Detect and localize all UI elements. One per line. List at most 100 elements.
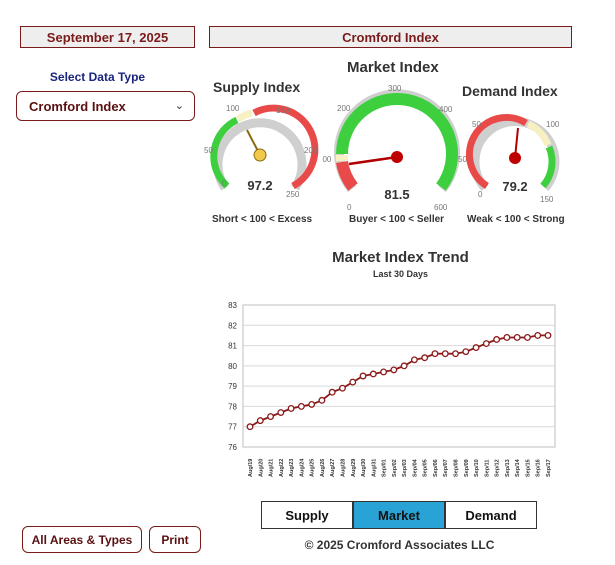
market-tick-500: 500	[458, 155, 472, 164]
supply-tick-100: 100	[226, 104, 240, 113]
select-data-type-label: Select Data Type	[49, 70, 146, 84]
data-point	[380, 368, 388, 376]
tab-demand[interactable]: Demand	[445, 501, 537, 529]
data-point	[503, 334, 511, 341]
x-tick-label: Sep/15	[525, 459, 531, 477]
x-tick-label: Sep/07	[443, 459, 449, 477]
x-tick-label: Aug/22	[279, 459, 285, 477]
x-tick-label: Sep/16	[536, 459, 542, 477]
x-tick-label: Sep/13	[505, 459, 511, 477]
data-type-value: Cromford Index	[29, 98, 126, 114]
demand-tick-0: 0	[478, 190, 483, 199]
y-tick-label: 79	[228, 382, 237, 391]
data-point	[431, 350, 439, 358]
data-point	[277, 409, 285, 416]
y-tick-label: 81	[228, 342, 237, 351]
x-tick-label: Sep/03	[402, 459, 408, 477]
x-tick-label: Aug/19	[248, 459, 254, 477]
market-gauge-green	[336, 93, 458, 191]
market-tick-200: 200	[337, 104, 351, 113]
market-gauge-red	[336, 160, 358, 191]
supply-tick-200: 200	[304, 146, 318, 155]
copyright-text: © 2025 Cromford Associates LLC	[304, 538, 495, 552]
market-tick-600: 600	[434, 203, 448, 212]
supply-gauge-cream	[236, 109, 253, 122]
x-tick-label: Aug/28	[340, 459, 346, 477]
plot-area	[242, 304, 556, 448]
data-point	[256, 417, 264, 425]
demand-tick-50: 50	[472, 120, 481, 129]
data-point	[472, 344, 480, 352]
demand-gauge: 0 50 100 150 79.2	[466, 113, 560, 204]
market-tick-400: 400	[439, 105, 453, 114]
x-tick-label: Sep/17	[546, 459, 552, 477]
x-tick-label: Aug/24	[299, 458, 305, 477]
data-point	[297, 402, 305, 410]
data-point	[246, 423, 254, 431]
x-tick-label: Sep/10	[474, 459, 480, 477]
all-areas-types-button[interactable]: All Areas & Types	[22, 526, 142, 553]
x-tick-label: Aug/29	[351, 459, 357, 477]
demand-gauge-green	[540, 145, 556, 189]
data-point	[513, 334, 521, 341]
tab-supply[interactable]: Supply	[261, 501, 353, 529]
x-tick-label: Sep/11	[484, 460, 490, 477]
market-index-trend-chart: 76 77 78 79 80 81 82 83 Aug/19 Aug/20 Aug/21 Aug/22…	[228, 301, 556, 477]
demand-gauge-hub	[509, 152, 521, 164]
x-tick-label: Aug/30	[361, 459, 367, 477]
x-tick-label: Aug/20	[258, 459, 264, 477]
market-gauge-value: 81.5	[384, 187, 409, 202]
market-gauge: 0 100 200 300 400 500 600 81.5	[322, 84, 472, 212]
supply-gauge-value: 97.2	[247, 178, 272, 193]
y-tick-label: 76	[228, 443, 237, 452]
data-point	[328, 388, 336, 396]
supply-tick-50: 50	[204, 146, 213, 155]
print-button[interactable]: Print	[149, 526, 201, 553]
demand-index-title: Demand Index	[462, 83, 558, 99]
tab-market[interactable]: Market	[353, 501, 445, 529]
x-tick-label: Sep/08	[454, 459, 460, 477]
supply-gauge-hub	[253, 148, 267, 162]
data-point	[359, 372, 367, 380]
data-point	[400, 362, 408, 370]
x-tick-label: Aug/31	[371, 459, 377, 477]
y-tick-label: 83	[228, 301, 237, 310]
data-point	[349, 378, 357, 386]
y-tick-label: 78	[228, 402, 237, 411]
data-point	[410, 356, 418, 364]
data-point	[534, 331, 542, 339]
market-tick-100: 100	[322, 155, 332, 164]
demand-tick-150: 150	[540, 195, 554, 204]
supply-gauge-red	[252, 104, 319, 190]
market-tick-300: 300	[388, 84, 402, 93]
market-gauge-hub	[391, 151, 403, 163]
supply-gauge-green	[210, 116, 239, 189]
market-index-title: Market Index	[347, 59, 439, 76]
data-point	[339, 384, 346, 392]
data-point	[441, 350, 449, 358]
supply-tick-250: 250	[286, 190, 300, 199]
x-tick-label: Sep/05	[423, 459, 429, 477]
data-type-select[interactable]: Cromford Index ⌄	[16, 91, 195, 121]
x-tick-label: Sep/09	[464, 459, 470, 477]
supply-gauge-outline	[213, 118, 307, 191]
x-tick-label: Sep/01	[382, 459, 388, 477]
x-tick-label: Sep/02	[392, 459, 398, 477]
y-tick-label: 82	[228, 321, 237, 330]
demand-gauge-red	[466, 113, 528, 189]
x-tick-label: Sep/12	[495, 459, 501, 477]
supply-index-title: Supply Index	[213, 79, 301, 95]
data-point	[390, 366, 398, 374]
chart-title: Market Index Trend	[332, 249, 469, 266]
chevron-down-icon: ⌄	[174, 100, 184, 112]
data-point	[318, 396, 326, 404]
supply-tick-150: 150	[276, 106, 290, 115]
x-tick-label: Sep/14	[515, 458, 521, 477]
x-tick-label: Aug/21	[269, 459, 275, 477]
data-point	[493, 336, 501, 343]
x-tick-label: Aug/25	[310, 459, 316, 477]
market-caption: Buyer < 100 < Seller	[349, 214, 445, 225]
demand-tick-100: 100	[546, 120, 560, 129]
demand-caption: Weak < 100 < Strong	[467, 214, 565, 225]
market-gauge-needle	[348, 155, 398, 166]
